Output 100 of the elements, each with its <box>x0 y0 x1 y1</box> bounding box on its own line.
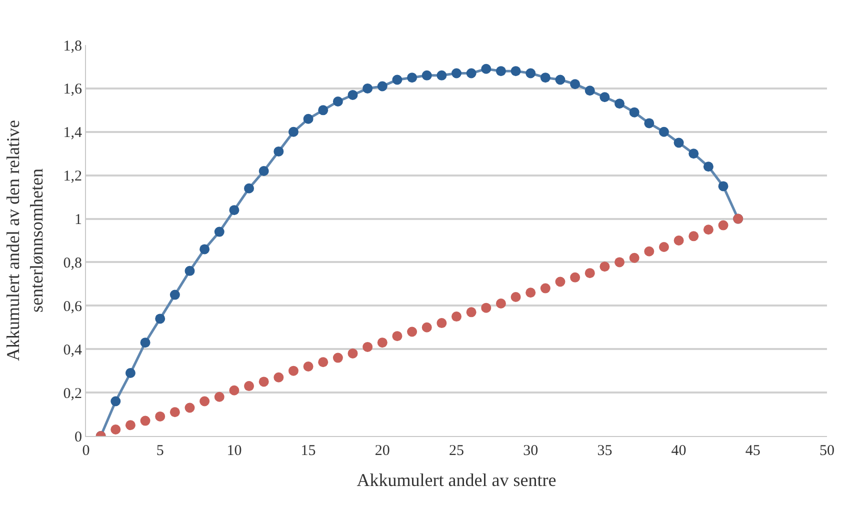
x-tick-label: 10 <box>226 443 242 459</box>
x-tick-label: 40 <box>671 443 686 459</box>
point <box>407 72 418 83</box>
y-tick-label: 1,2 <box>63 168 82 185</box>
point <box>214 392 224 402</box>
point <box>629 107 640 118</box>
point <box>362 342 373 352</box>
point <box>674 236 684 246</box>
point <box>318 357 328 368</box>
point <box>258 166 269 176</box>
x-tick-label: 30 <box>523 443 538 459</box>
point <box>496 298 506 308</box>
y-tick-label: 1,4 <box>63 125 82 142</box>
point <box>481 302 492 313</box>
point <box>718 181 728 192</box>
point <box>584 268 595 278</box>
point <box>555 74 566 85</box>
point <box>244 183 254 194</box>
y-tick-label: 0,6 <box>63 298 82 315</box>
point <box>332 96 343 106</box>
x-tick-label: 5 <box>156 443 164 459</box>
point <box>155 314 166 324</box>
point <box>510 66 521 76</box>
point <box>200 244 210 254</box>
point <box>422 322 432 332</box>
point <box>377 338 388 348</box>
y-tick-label: 0 <box>74 429 82 446</box>
point <box>422 70 432 80</box>
y-tick-label: 1,6 <box>63 82 82 98</box>
point <box>570 79 580 90</box>
point <box>644 118 654 128</box>
point <box>229 385 240 396</box>
y-tick-label: 0,8 <box>63 255 82 272</box>
point <box>348 90 358 100</box>
point <box>703 224 714 235</box>
point <box>674 138 684 148</box>
x-tick-label: 45 <box>745 443 760 459</box>
point <box>140 416 150 426</box>
point <box>170 290 180 300</box>
y-axis-title: Akkumulert andel av den relative senterlønnsomheten <box>3 120 46 361</box>
point <box>125 420 136 430</box>
point <box>466 68 476 78</box>
point <box>348 348 358 358</box>
point <box>288 366 298 376</box>
point <box>466 307 476 318</box>
point <box>184 266 195 276</box>
point <box>688 148 699 159</box>
point <box>362 83 373 94</box>
point <box>584 86 595 96</box>
point <box>436 318 447 328</box>
point <box>644 246 654 256</box>
point <box>526 288 536 298</box>
x-tick-label: 20 <box>374 443 390 459</box>
point <box>658 126 669 137</box>
point <box>200 396 210 406</box>
y-tick-label: 1 <box>74 212 82 228</box>
point <box>614 98 625 109</box>
point <box>570 272 580 282</box>
point <box>288 126 298 137</box>
x-axis-title: Akkumulert andel av sentre <box>356 470 556 490</box>
point <box>155 411 166 422</box>
point <box>540 72 550 83</box>
x-tick-label: 35 <box>597 443 612 459</box>
y-tick-label: 1,8 <box>63 38 82 54</box>
point <box>303 114 314 124</box>
point <box>332 352 343 363</box>
point <box>526 68 536 78</box>
x-tick-label: 50 <box>820 443 834 459</box>
point <box>718 220 728 230</box>
point <box>600 92 610 102</box>
point <box>392 331 402 342</box>
point <box>688 231 699 242</box>
point <box>555 276 566 287</box>
point <box>318 105 328 116</box>
point <box>452 68 462 78</box>
point <box>214 226 224 237</box>
point <box>540 283 550 294</box>
point <box>377 81 388 92</box>
point <box>274 372 284 382</box>
point <box>407 326 418 337</box>
point <box>274 146 284 156</box>
point <box>614 257 625 268</box>
point <box>244 381 254 392</box>
point <box>110 424 121 434</box>
point <box>703 162 714 172</box>
point <box>229 205 240 216</box>
point <box>140 338 150 348</box>
point <box>436 70 447 80</box>
point <box>600 262 610 272</box>
point <box>125 368 136 378</box>
point <box>629 252 640 263</box>
point <box>496 66 506 76</box>
point <box>392 74 402 85</box>
y-tick-label: 0,2 <box>63 386 82 402</box>
point <box>258 376 269 387</box>
x-tick-label: 15 <box>300 443 316 459</box>
point <box>658 242 669 252</box>
point <box>110 396 121 406</box>
x-tick-label: 25 <box>449 443 464 459</box>
point <box>303 361 314 372</box>
